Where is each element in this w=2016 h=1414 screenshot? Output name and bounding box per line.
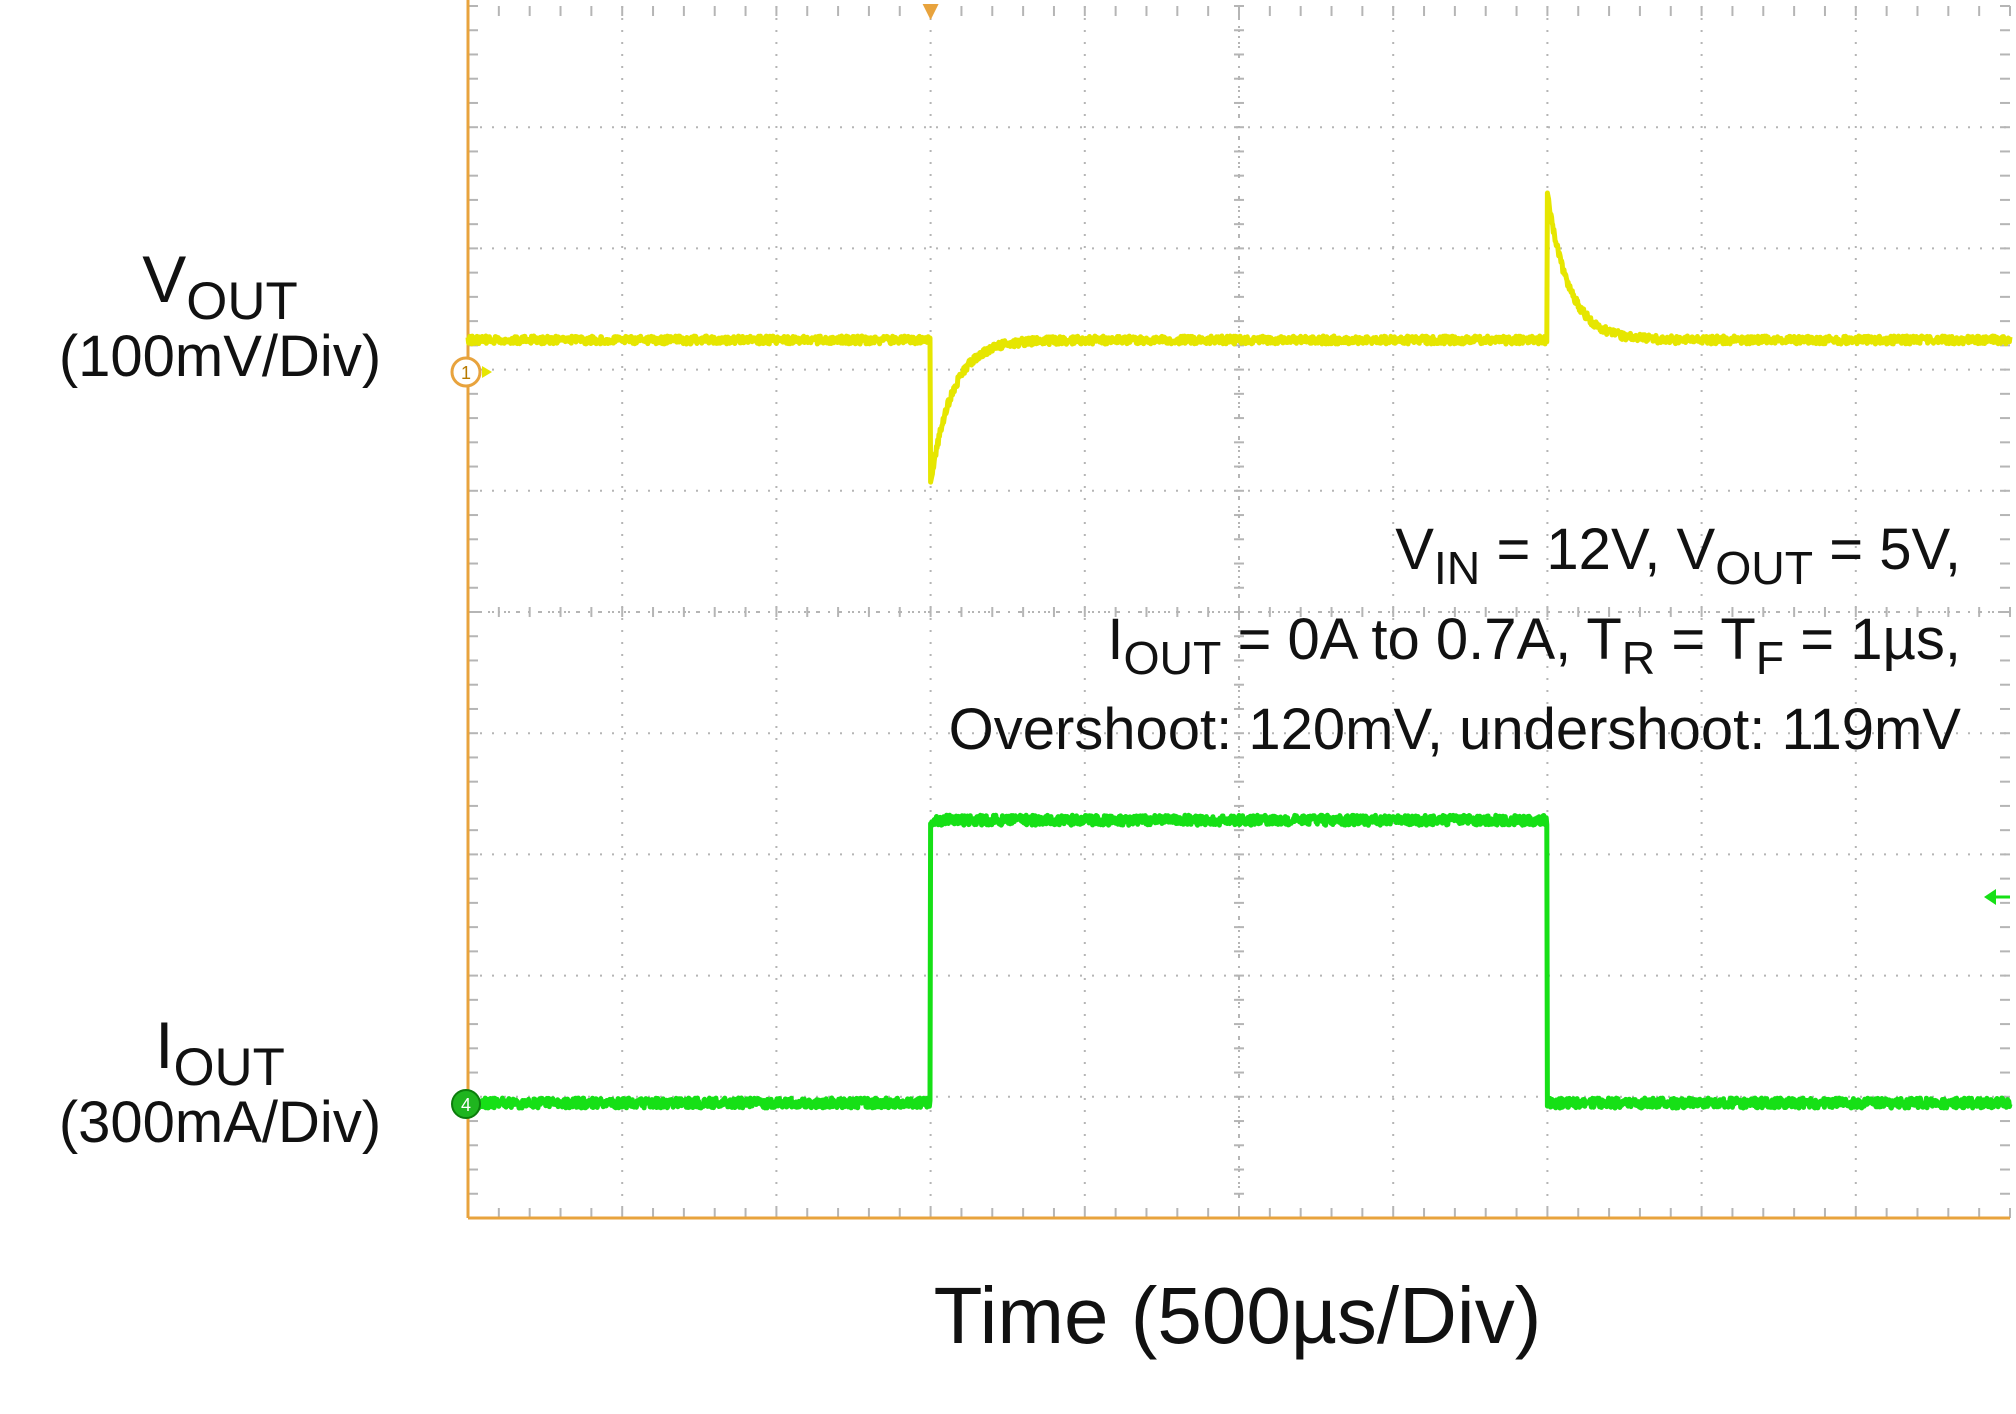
channel-1-arrow xyxy=(482,366,492,378)
trigger-level-marker xyxy=(1984,889,1996,905)
annotation-line2-part-1: OUT xyxy=(1123,632,1221,684)
annotation-line2-part-2: = 0A to 0.7A, T xyxy=(1221,607,1621,672)
channel-1-number: 1 xyxy=(461,363,471,383)
annotation-line1-part-2: = 12V, V xyxy=(1480,517,1715,582)
annotation-line2-part-0: I xyxy=(1107,607,1123,672)
annotation-line3-part-0: Overshoot: 120mV, undershoot: 119mV xyxy=(949,697,1961,762)
annotation-line-3: Overshoot: 120mV, undershoot: 119mV xyxy=(949,685,1961,775)
annotation-line2-part-5: F xyxy=(1756,632,1784,684)
channel-4-number: 4 xyxy=(461,1095,471,1115)
iout-axis-label: IOUT (300mA/Div) xyxy=(20,1004,420,1159)
vout-label-main: V xyxy=(142,242,186,316)
annotation-line2-part-4: = T xyxy=(1655,607,1755,672)
annotation-line2-part-3: R xyxy=(1622,632,1656,684)
annotation-line2-part-6: = 1µs, xyxy=(1784,607,1961,672)
vout-axis-label: VOUT (100mV/Div) xyxy=(20,238,420,393)
trigger-position-marker xyxy=(923,4,939,20)
annotation-line1-part-1: IN xyxy=(1434,542,1480,594)
annotation-line-1: VIN = 12V, VOUT = 5V, xyxy=(949,505,1961,595)
iout-scale: (300mA/Div) xyxy=(20,1087,420,1160)
annotation-line1-part-3: OUT xyxy=(1715,542,1813,594)
vout-scale: (100mV/Div) xyxy=(20,321,420,394)
test-conditions-annotation: VIN = 12V, VOUT = 5V, IOUT = 0A to 0.7A,… xyxy=(949,505,1961,775)
iout-label-main: I xyxy=(155,1008,173,1082)
annotation-line1-part-0: V xyxy=(1395,517,1434,582)
annotation-line1-part-4: = 5V, xyxy=(1813,517,1961,582)
annotation-line-2: IOUT = 0A to 0.7A, TR = TF = 1µs, xyxy=(949,595,1961,685)
x-axis-label: Time (500µs/Div) xyxy=(465,1270,2010,1362)
